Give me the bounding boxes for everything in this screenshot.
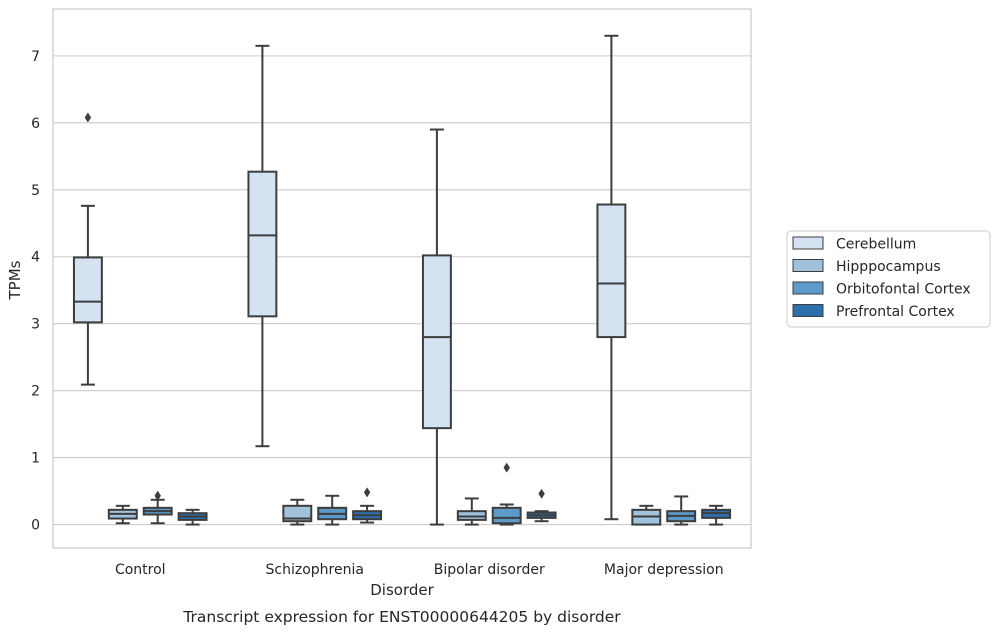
- legend-swatch: [792, 304, 824, 317]
- box-2-2: [491, 462, 522, 526]
- legend-items: Cerebellum Hipppocampus Orbitofontal Corte…: [792, 236, 971, 320]
- x-tick-labels: Control Schizophrenia Bipolar disorder Majo…: [115, 562, 724, 578]
- box-3-3: [701, 504, 732, 526]
- y-axis-label: TPMs: [6, 260, 24, 300]
- outlier-point: [84, 112, 92, 123]
- box-1-3: [352, 487, 383, 524]
- box-0-2: [142, 490, 173, 525]
- box-iqr: [421, 254, 452, 430]
- box-2-3: [526, 488, 557, 523]
- box-iqr: [247, 170, 278, 318]
- box-iqr: [282, 504, 313, 523]
- x-axis-label: Disorder: [370, 581, 434, 599]
- box-3-1: [631, 504, 662, 526]
- box-1-2: [317, 494, 348, 526]
- legend-swatch: [792, 236, 824, 250]
- outlier-point: [503, 462, 510, 473]
- outlier-point: [363, 487, 371, 498]
- y-tick-label: 0: [31, 518, 40, 534]
- box-0-0: [72, 112, 103, 386]
- box-2-0: [421, 128, 452, 526]
- box-iqr: [72, 256, 103, 324]
- y-tick-label: 3: [31, 317, 40, 333]
- box-0-3: [177, 508, 208, 526]
- legend-swatch: [792, 281, 824, 295]
- chart-caption: Transcript expression for ENST0000064420…: [182, 608, 621, 626]
- x-tick-label: Control: [115, 562, 166, 578]
- y-tick-label: 4: [31, 250, 40, 266]
- grid-lines: [53, 55, 751, 526]
- legend-label: Cerebellum: [836, 237, 916, 253]
- box-3-2: [666, 495, 697, 526]
- x-tick-label: Bipolar disorder: [434, 562, 545, 578]
- box-2-1: [456, 497, 487, 526]
- box-3-0: [596, 34, 627, 521]
- y-tick-label: 6: [31, 116, 40, 132]
- legend-label: Prefrontal Cortex: [836, 304, 955, 320]
- box-iqr: [596, 203, 627, 339]
- y-tick-label: 5: [31, 183, 40, 199]
- legend-label: Orbitofontal Cortex: [836, 282, 971, 298]
- plot-area: [53, 9, 751, 548]
- legend-frame: [786, 230, 991, 328]
- y-tick-label: 7: [31, 49, 40, 65]
- legend: Cerebellum Hipppocampus Orbitofontal Corte…: [786, 230, 991, 328]
- box-1-1: [282, 498, 313, 526]
- box-iqr: [456, 510, 487, 521]
- outlier-point: [154, 490, 161, 501]
- x-tick-label: Major depression: [604, 562, 724, 578]
- legend-label: Hipppocampus: [836, 259, 941, 275]
- box-group: [72, 34, 732, 526]
- y-tick-label: 2: [31, 384, 40, 400]
- y-tick-label: 1: [31, 451, 40, 467]
- box-1-0: [247, 44, 278, 448]
- x-tick-label: Schizophrenia: [266, 562, 364, 578]
- box-0-1: [107, 504, 138, 525]
- plot-frame: [52, 8, 752, 549]
- y-tick-labels: 0 1 2 3 4 5 6 7: [31, 49, 40, 534]
- box-iqr: [491, 506, 522, 525]
- outlier-point: [538, 488, 545, 499]
- legend-swatch: [792, 259, 824, 272]
